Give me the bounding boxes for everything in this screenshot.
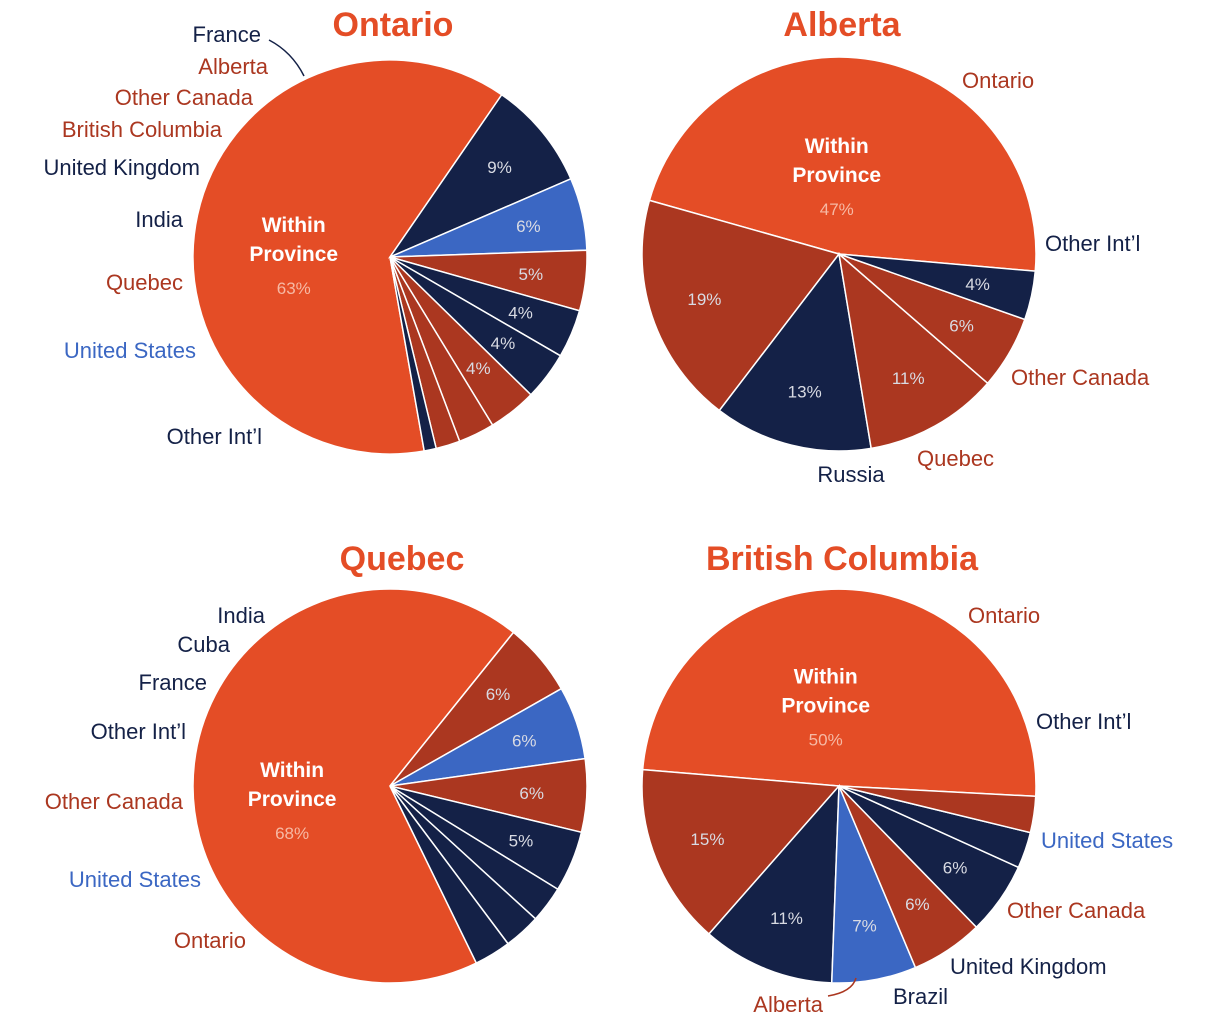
slice-value-label: 4% <box>466 359 491 378</box>
pie-slice-other-int-l <box>387 93 572 259</box>
leader-line <box>268 39 305 77</box>
slice-category-label: Other Canada <box>45 789 184 814</box>
slice-category-label: United Kingdom <box>43 155 200 180</box>
center-label-line-2: Province <box>248 788 337 811</box>
slice-category-label: Ontario <box>962 68 1034 93</box>
pie-chart-british-columbia: British Columbia Within Province 50% 15% Onta… <box>641 540 1173 1017</box>
slice-value-label: 68% <box>275 824 309 843</box>
slice-category-label: Other Int’l <box>1036 709 1131 734</box>
pie-slice-france <box>389 256 438 452</box>
pie-slice-india <box>389 785 510 965</box>
center-label-line-1: Within <box>260 759 324 782</box>
chart-title: Ontario <box>333 6 454 44</box>
slice-value-label: 63% <box>277 279 311 298</box>
pie-slice-ontario <box>641 768 841 936</box>
slice-value-label: 6% <box>516 217 541 236</box>
slice-category-label: Russia <box>817 462 885 487</box>
slice-category-label: United States <box>1041 828 1173 853</box>
pie-chart-quebec: Quebec Within Province 68% 6% Ontario 6% United… <box>45 540 588 984</box>
slice-category-label: Cuba <box>177 632 230 657</box>
pie-slice-within-province <box>192 588 515 984</box>
pie-slice-within-province <box>192 59 503 455</box>
slice-value-label: 19% <box>687 290 721 309</box>
slice-value-label: 4% <box>491 334 516 353</box>
slice-value-label: 6% <box>905 895 930 914</box>
slice-value-label: 11% <box>770 909 803 928</box>
center-label-line-2: Province <box>249 243 338 266</box>
slice-value-label: 7% <box>852 917 877 936</box>
pie-slice-other-int-l <box>707 783 840 984</box>
slice-category-label: Other Int’l <box>1045 231 1140 256</box>
slice-category-label: United States <box>69 867 201 892</box>
pie-chart-ontario: Ontario Within Province 63% 9% Other Int’l 6% U… <box>43 6 588 455</box>
slice-category-label: United States <box>64 338 196 363</box>
slice-value-label: 15% <box>690 830 724 849</box>
pie-slice-alberta <box>838 785 1037 834</box>
slice-value-label: 11% <box>892 369 925 388</box>
slice-category-label: British Columbia <box>62 117 223 142</box>
pie-slice-within-province <box>648 56 1037 272</box>
slice-value-label: 4% <box>965 275 990 294</box>
slice-category-label: Ontario <box>174 928 246 953</box>
slice-category-label: India <box>217 603 265 628</box>
slice-category-label: United Kingdom <box>950 954 1107 979</box>
slice-category-label: France <box>193 22 261 47</box>
slice-value-label: 9% <box>487 158 512 177</box>
slice-value-label: 5% <box>519 265 544 284</box>
center-label-line-1: Within <box>805 135 869 158</box>
pie-slice-russia <box>838 253 1037 321</box>
slice-category-label: Other Int’l <box>91 719 186 744</box>
slice-value-label: 47% <box>820 200 854 219</box>
chart-title: Alberta <box>783 6 901 44</box>
slice-category-label: Brazil <box>893 984 948 1009</box>
slice-category-label: Other Canada <box>115 85 254 110</box>
slice-value-label: 6% <box>519 784 544 803</box>
chart-title: Quebec <box>340 540 465 578</box>
center-label-line-2: Province <box>781 695 870 718</box>
slice-value-label: 6% <box>486 685 511 704</box>
slice-category-label: India <box>135 207 183 232</box>
pie-chart-alberta: Alberta Within Province 47% 19% Ontario 13% Oth… <box>641 6 1150 487</box>
slice-category-label: Alberta <box>198 54 268 79</box>
chart-title: British Columbia <box>706 540 979 578</box>
center-label-line-2: Province <box>792 164 881 187</box>
slice-value-label: 6% <box>943 859 968 878</box>
pie-slice-other-canada <box>837 252 989 450</box>
slice-value-label: 6% <box>512 731 537 750</box>
leader-line <box>827 977 857 997</box>
slice-category-label: Other Canada <box>1007 898 1146 923</box>
slice-category-label: Alberta <box>753 992 823 1017</box>
pie-slice-within-province <box>641 588 1037 798</box>
slice-value-label: 4% <box>508 303 533 322</box>
slice-category-label: France <box>139 670 207 695</box>
pie-slice-ontario <box>641 199 841 412</box>
slice-category-label: Quebec <box>917 446 994 471</box>
slice-category-label: Quebec <box>106 270 183 295</box>
center-label-line-1: Within <box>262 214 326 237</box>
slice-value-label: 13% <box>788 383 822 402</box>
slice-category-label: Other Int’l <box>167 424 262 449</box>
center-label-line-1: Within <box>794 666 858 689</box>
slice-category-label: Other Canada <box>1011 365 1150 390</box>
slice-value-label: 5% <box>509 832 534 851</box>
slice-category-label: Ontario <box>968 603 1040 628</box>
slice-value-label: 6% <box>949 316 974 335</box>
slice-value-label: 50% <box>809 731 843 750</box>
pie-slice-other-int-l <box>718 252 873 452</box>
